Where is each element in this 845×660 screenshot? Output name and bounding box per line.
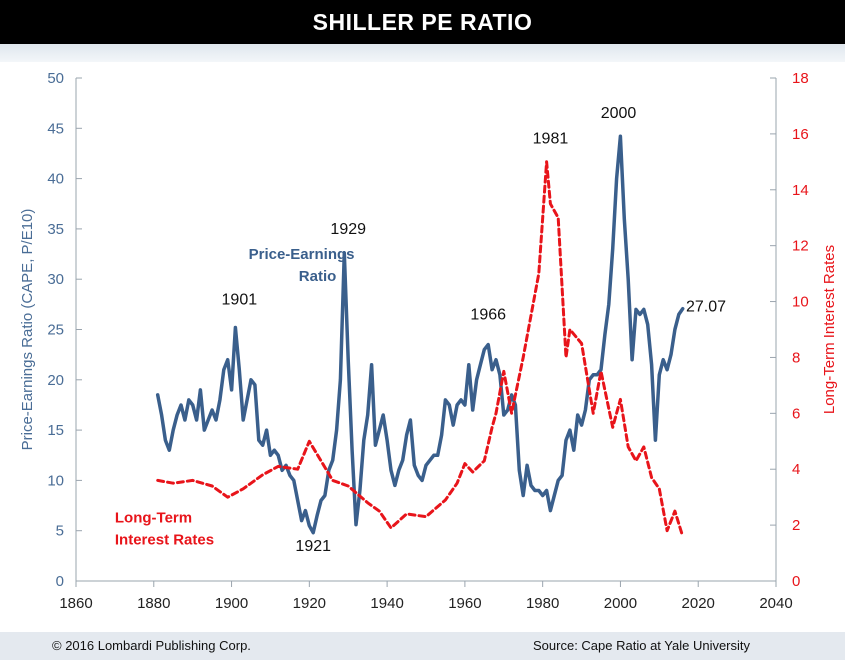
- x-tick-label: 1900: [215, 595, 248, 612]
- y2-tick-label: 8: [792, 349, 800, 366]
- y-tick-label: 25: [47, 322, 64, 339]
- pe-series-label: Ratio: [299, 268, 337, 285]
- interest-rate-line: [156, 160, 685, 538]
- annotation-label: 1929: [330, 221, 366, 238]
- x-tick-label: 1860: [59, 595, 92, 612]
- y2-tick-label: 0: [792, 573, 800, 590]
- y2-tick-label: 12: [792, 238, 809, 255]
- pe-series-label: Price-Earnings: [249, 246, 355, 263]
- y-tick-label: 15: [47, 422, 64, 439]
- x-tick-label: 1920: [293, 595, 326, 612]
- x-tick-label: 1980: [526, 595, 559, 612]
- title-bar: SHILLER PE RATIO: [0, 0, 845, 44]
- y2-tick-label: 6: [792, 405, 800, 422]
- y-tick-label: 10: [47, 472, 64, 489]
- shiller-pe-chart: 1860 1880 1900 1920 1940 1960 1980 2000 2020 2040…: [19, 70, 838, 612]
- x-tick-label: 2000: [604, 595, 637, 612]
- y-tick-label: 5: [56, 523, 64, 540]
- y2-tick-label: 10: [792, 294, 809, 311]
- rates-series-label: Long-Term: [115, 510, 192, 527]
- copyright-text: © 2016 Lombardi Publishing Corp.: [52, 638, 251, 653]
- x-tick-label: 1880: [137, 595, 170, 612]
- annotation-label: 27.07: [686, 298, 726, 315]
- y2-tick-label: 14: [792, 182, 809, 199]
- annotation-label: 1901: [222, 291, 258, 308]
- x-tick-label: 1960: [448, 595, 481, 612]
- x-tick-label: 2020: [682, 595, 715, 612]
- annotation-label: 1981: [533, 130, 569, 147]
- y-tick-label: 30: [47, 271, 64, 288]
- rates-series-label: Interest Rates: [115, 532, 214, 549]
- y2-tick-label: 18: [792, 70, 809, 87]
- y-tick-label: 40: [47, 171, 64, 188]
- y2-axis-title: Long-Term Interest Rates: [821, 245, 838, 414]
- y2-tick-label: 4: [792, 461, 800, 478]
- y-tick-label: 20: [47, 372, 64, 389]
- y-tick-label: 45: [47, 120, 64, 137]
- header-band: [0, 44, 845, 62]
- footer: © 2016 Lombardi Publishing Corp. Source:…: [0, 632, 845, 660]
- pe-ratio-line: [155, 134, 685, 535]
- y-tick-label: 0: [56, 573, 64, 590]
- y2-tick-label: 16: [792, 126, 809, 143]
- chart-title: SHILLER PE RATIO: [312, 8, 533, 35]
- y-tick-label: 35: [47, 221, 64, 238]
- x-tick-label: 2040: [759, 595, 792, 612]
- annotation-label: 2000: [601, 105, 637, 122]
- annotation-label: 1921: [295, 538, 331, 555]
- y-axis-title: Price-Earnings Ratio (CAPE, P/E10): [19, 209, 36, 451]
- annotation-label: 1966: [470, 306, 506, 323]
- y-tick-label: 50: [47, 70, 64, 87]
- y2-tick-label: 2: [792, 517, 800, 534]
- source-text: Source: Cape Ratio at Yale University: [533, 638, 751, 653]
- x-tick-label: 1940: [370, 595, 403, 612]
